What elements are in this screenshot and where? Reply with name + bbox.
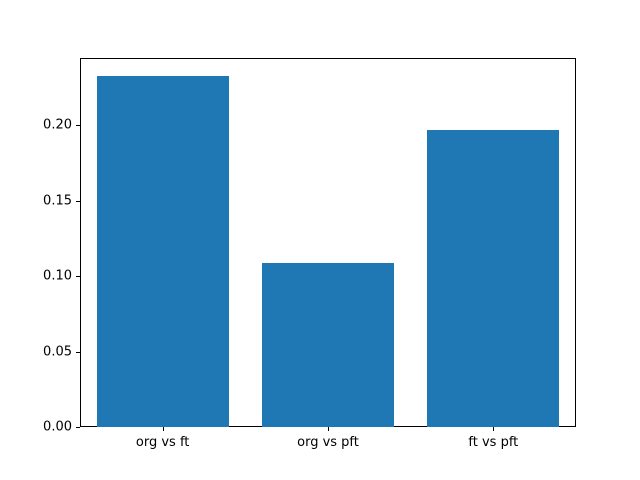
y-tick-mark bbox=[76, 351, 80, 353]
x-tick-label: org vs pft bbox=[297, 435, 359, 451]
x-tick-mark bbox=[328, 427, 329, 432]
y-tick-label: 0.20 bbox=[43, 117, 72, 133]
bar-ft-vs-pft bbox=[427, 130, 560, 428]
x-tick-label: org vs ft bbox=[135, 435, 190, 451]
bar-org-vs-pft bbox=[261, 262, 395, 428]
x-tick-mark bbox=[162, 427, 164, 432]
y-tick-mark bbox=[76, 427, 80, 429]
y-tick-label: 0.00 bbox=[43, 419, 72, 435]
x-tick-label: ft vs pft bbox=[468, 435, 519, 451]
y-tick-mark bbox=[76, 200, 80, 202]
y-tick-mark bbox=[76, 276, 80, 278]
y-tick-mark bbox=[76, 125, 80, 127]
y-tick-label: 0.15 bbox=[43, 193, 72, 209]
y-tick-label: 0.05 bbox=[43, 344, 72, 360]
y-tick-label: 0.10 bbox=[43, 268, 72, 284]
x-tick-mark bbox=[493, 427, 495, 432]
bar-org-vs-ft bbox=[96, 75, 229, 428]
